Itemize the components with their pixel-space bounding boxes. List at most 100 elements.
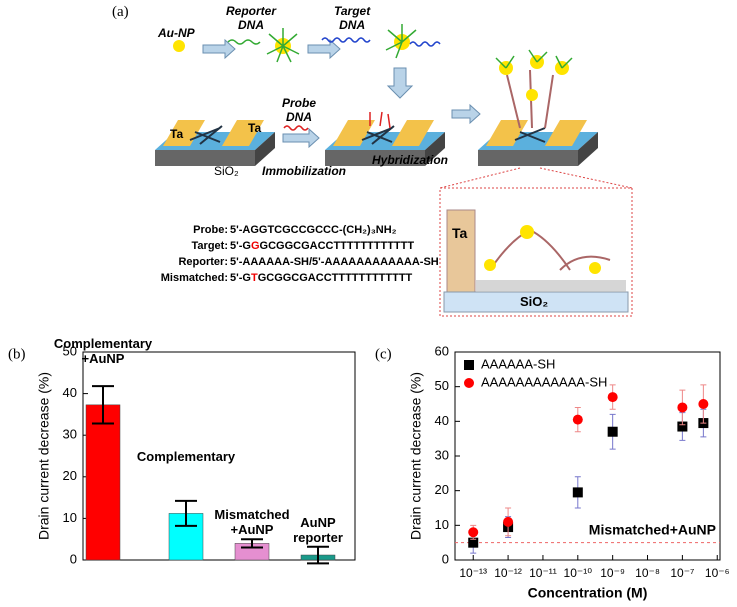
point xyxy=(677,421,688,432)
label: Au-NP xyxy=(158,26,195,40)
target-strand xyxy=(321,37,371,43)
y-tick-label: 10 xyxy=(435,517,449,532)
arrow xyxy=(386,67,414,99)
np-with-strands xyxy=(266,28,300,63)
au-np-icon xyxy=(173,40,185,52)
label: Immobilization xyxy=(262,164,346,178)
x-tick-label: 10⁻⁷ xyxy=(670,566,694,580)
y-tick-label: 0 xyxy=(70,551,77,566)
point xyxy=(607,426,618,437)
legend-marker xyxy=(464,360,474,370)
error-bar xyxy=(241,538,263,549)
arrow xyxy=(282,127,320,149)
x-tick-label: 10⁻¹⁰ xyxy=(564,566,593,580)
y-tick-label: 60 xyxy=(435,343,449,358)
sequence-part: 5'-G xyxy=(230,272,251,284)
sequence: 5'-AGGTCGCCGCCC-(CH₂)₃NH₂ xyxy=(230,224,397,236)
point xyxy=(503,516,514,527)
sequence: 5'-GGGCGGCGACCTTTTTTTTTTTT xyxy=(230,240,414,252)
chip xyxy=(325,111,445,166)
panel-label: (b) xyxy=(8,346,26,362)
x-tick-label: 10⁻⁹ xyxy=(600,566,625,580)
legend-marker xyxy=(464,378,474,388)
label: Target DNA xyxy=(334,4,371,32)
panel-label: (a) xyxy=(112,4,129,20)
y-tick-label: 40 xyxy=(63,385,77,400)
x-tick-label: 10⁻¹¹ xyxy=(529,566,557,580)
x-tick-label: 10⁻¹² xyxy=(494,566,522,580)
y-tick-label: 50 xyxy=(63,343,77,358)
label: Ta xyxy=(170,127,184,141)
panel-label: (c) xyxy=(375,346,392,362)
sequence: 5'-AAAAAA-SH/5'-AAAAAAAAAAAA-SH xyxy=(230,256,439,268)
y-tick-label: 40 xyxy=(435,413,449,428)
point xyxy=(468,537,479,548)
label: Ta xyxy=(248,121,262,135)
legend-label: AAAAAAAAAAAA-SH xyxy=(481,374,607,389)
sequence-part: GCGGCGACCTTTTTTTTTTTT xyxy=(259,240,415,252)
bar xyxy=(85,404,121,561)
np-with-target xyxy=(385,24,441,59)
sequence-part: 5'-AAAAAA-SH/5'-AAAAAAAAAAAA-SH xyxy=(230,256,439,268)
y-tick-label: 30 xyxy=(63,427,77,442)
x-tick-label: 10⁻⁶ xyxy=(705,566,730,580)
sequence-part: GCGGCGACCTTTTTTTTTTTT xyxy=(257,272,413,284)
probe-strand xyxy=(283,125,309,131)
inset-ta xyxy=(446,209,476,293)
y-axis-label: Drain current decrease (%) xyxy=(408,372,424,540)
inset-layer xyxy=(476,280,626,292)
sequence-label: Reporter: xyxy=(178,256,228,268)
y-tick-label: 20 xyxy=(435,482,449,497)
label: Probe DNA xyxy=(282,96,317,124)
label: Ta xyxy=(452,225,468,241)
point xyxy=(698,399,709,409)
point xyxy=(572,414,583,425)
y-tick-label: 0 xyxy=(442,551,449,566)
point xyxy=(677,402,688,413)
category-label: Complementary xyxy=(136,448,236,464)
x-axis-label: Concentration (M) xyxy=(528,585,648,601)
category-label: Mismatched +AuNP xyxy=(214,507,290,538)
x-tick-label: 10⁻⁸ xyxy=(635,566,660,580)
arrow xyxy=(307,38,341,60)
zoom-connector xyxy=(439,167,633,189)
label: SiO₂ xyxy=(520,294,549,309)
arrow xyxy=(451,103,481,125)
sequence-label: Probe: xyxy=(193,224,228,236)
y-tick-label: 10 xyxy=(63,510,77,525)
inset-frame xyxy=(439,187,633,317)
category-label: Complementary +AuNP xyxy=(53,336,153,367)
error-bar xyxy=(175,499,197,527)
sequence-label: Mismatched: xyxy=(160,272,228,284)
error-bar xyxy=(307,545,329,565)
x-tick-label: 10⁻¹³ xyxy=(459,566,487,580)
y-tick-label: 50 xyxy=(435,378,449,393)
point xyxy=(607,392,618,403)
reference-label: Mismatched+AuNP xyxy=(589,521,716,537)
diagram-shapes xyxy=(155,24,633,317)
sequence-part: 5'-G xyxy=(230,240,251,252)
sequence-part: 5'-AGGTCGCCGCCC-(CH₂)₃NH₂ xyxy=(230,224,397,236)
reporter-strand xyxy=(227,39,261,45)
sequence-part: T xyxy=(250,272,258,284)
category-label: AuNP reporter xyxy=(293,514,343,545)
sequence: 5'-GTGCGGCGACCTTTTTTTTTTTT xyxy=(230,272,412,284)
plot-frame xyxy=(82,351,356,561)
arrow xyxy=(202,38,236,60)
y-tick-label: 30 xyxy=(435,447,449,462)
sequence-label: Target: xyxy=(191,240,228,252)
chip xyxy=(155,120,275,166)
chip xyxy=(478,49,598,166)
y-tick-label: 20 xyxy=(63,468,77,483)
sequence-part: G xyxy=(250,240,260,252)
y-axis-label: Drain current decrease (%) xyxy=(36,372,52,540)
point xyxy=(572,487,583,498)
point xyxy=(468,527,479,538)
error-bar xyxy=(92,385,114,425)
legend-label: AAAAAA-SH xyxy=(481,356,555,371)
label: SiO₂ xyxy=(214,164,239,178)
label: Hybridization xyxy=(372,153,449,167)
label: Reporter DNA xyxy=(226,4,277,32)
